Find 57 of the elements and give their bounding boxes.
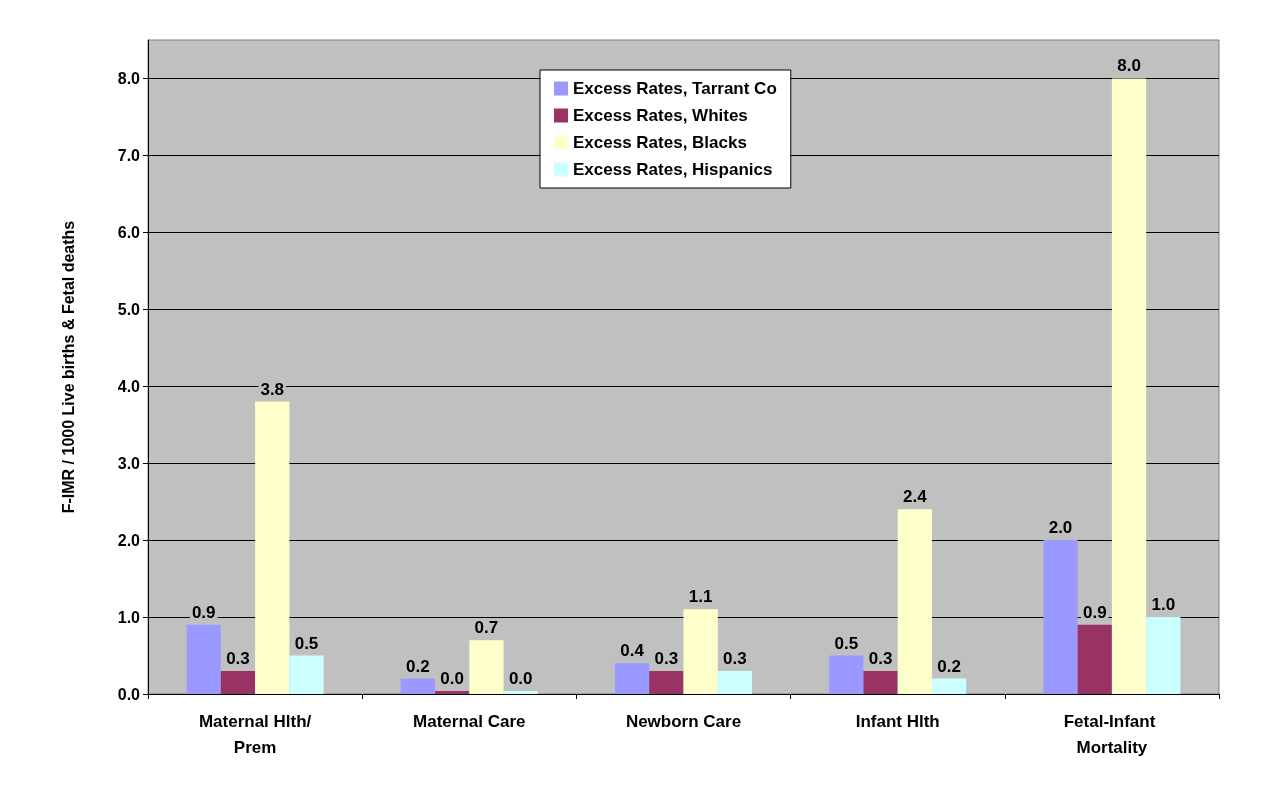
y-axis-title: F-IMR / 1000 Live births & Fetal deaths bbox=[59, 220, 77, 514]
bar bbox=[255, 401, 290, 694]
x-tick-label: Fetal-Infant Mortality bbox=[1063, 711, 1161, 757]
legend-label: Excess Rates, Tarrant Co bbox=[573, 79, 777, 98]
data-label: 0.2 bbox=[937, 656, 961, 676]
data-label: 0.9 bbox=[1082, 602, 1107, 622]
data-label: 0.3 bbox=[226, 648, 250, 668]
data-label: 0.3 bbox=[868, 648, 893, 668]
data-label: 2.0 bbox=[1048, 518, 1073, 538]
data-label: 1.0 bbox=[1151, 595, 1176, 615]
bar bbox=[1111, 78, 1147, 694]
bar bbox=[1146, 617, 1181, 694]
y-tick-label: 0.0 bbox=[117, 685, 141, 703]
bar bbox=[614, 663, 650, 694]
bar bbox=[220, 670, 256, 694]
legend-label: Excess Rates, Blacks bbox=[573, 133, 747, 152]
bar bbox=[1043, 540, 1078, 694]
bar bbox=[289, 655, 324, 694]
y-tick-label: 7.0 bbox=[117, 146, 141, 164]
legend-label: Excess Rates, Whites bbox=[573, 106, 748, 125]
bar bbox=[931, 678, 967, 694]
y-tick-label: 1.0 bbox=[117, 608, 141, 626]
data-label: 0.0 bbox=[508, 669, 533, 688]
data-label: 0.4 bbox=[620, 641, 645, 661]
y-tick-label: 6.0 bbox=[117, 223, 141, 241]
bar bbox=[649, 670, 684, 694]
bar bbox=[829, 655, 864, 694]
bar bbox=[400, 678, 436, 694]
y-tick-label: 5.0 bbox=[117, 300, 141, 318]
y-tick-label: 8.0 bbox=[117, 69, 141, 87]
y-tick-label: 3.0 bbox=[117, 454, 141, 472]
data-label: 0.9 bbox=[191, 602, 216, 622]
data-label: 0.5 bbox=[294, 633, 319, 653]
data-label: 0.7 bbox=[474, 618, 499, 638]
bar bbox=[186, 624, 221, 694]
data-label: 3.8 bbox=[260, 379, 285, 399]
bar bbox=[469, 640, 504, 694]
data-label: 0.3 bbox=[654, 648, 679, 668]
x-tick-label: Maternal Hlth/Prem bbox=[198, 711, 312, 757]
bar bbox=[717, 670, 753, 694]
data-label: 0.3 bbox=[723, 648, 747, 668]
bar bbox=[863, 670, 898, 694]
x-tick-label: Maternal Care bbox=[413, 711, 526, 731]
data-label: 0.0 bbox=[440, 669, 464, 688]
data-label: 0.2 bbox=[406, 656, 430, 676]
x-tick-label: Newborn Care bbox=[625, 711, 742, 731]
y-tick-label: 2.0 bbox=[117, 531, 141, 549]
data-label: 1.1 bbox=[688, 587, 713, 607]
data-label: 2.4 bbox=[903, 487, 928, 507]
x-tick-label: Infant Hlth bbox=[855, 711, 940, 731]
y-tick-label: 4.0 bbox=[117, 377, 141, 395]
bar bbox=[1077, 624, 1112, 694]
legend-label: Excess Rates, Hispanics bbox=[573, 160, 773, 179]
bar bbox=[897, 509, 932, 694]
data-label: 0.5 bbox=[834, 633, 859, 653]
data-label: 8.0 bbox=[1117, 56, 1141, 76]
bar bbox=[683, 609, 718, 694]
